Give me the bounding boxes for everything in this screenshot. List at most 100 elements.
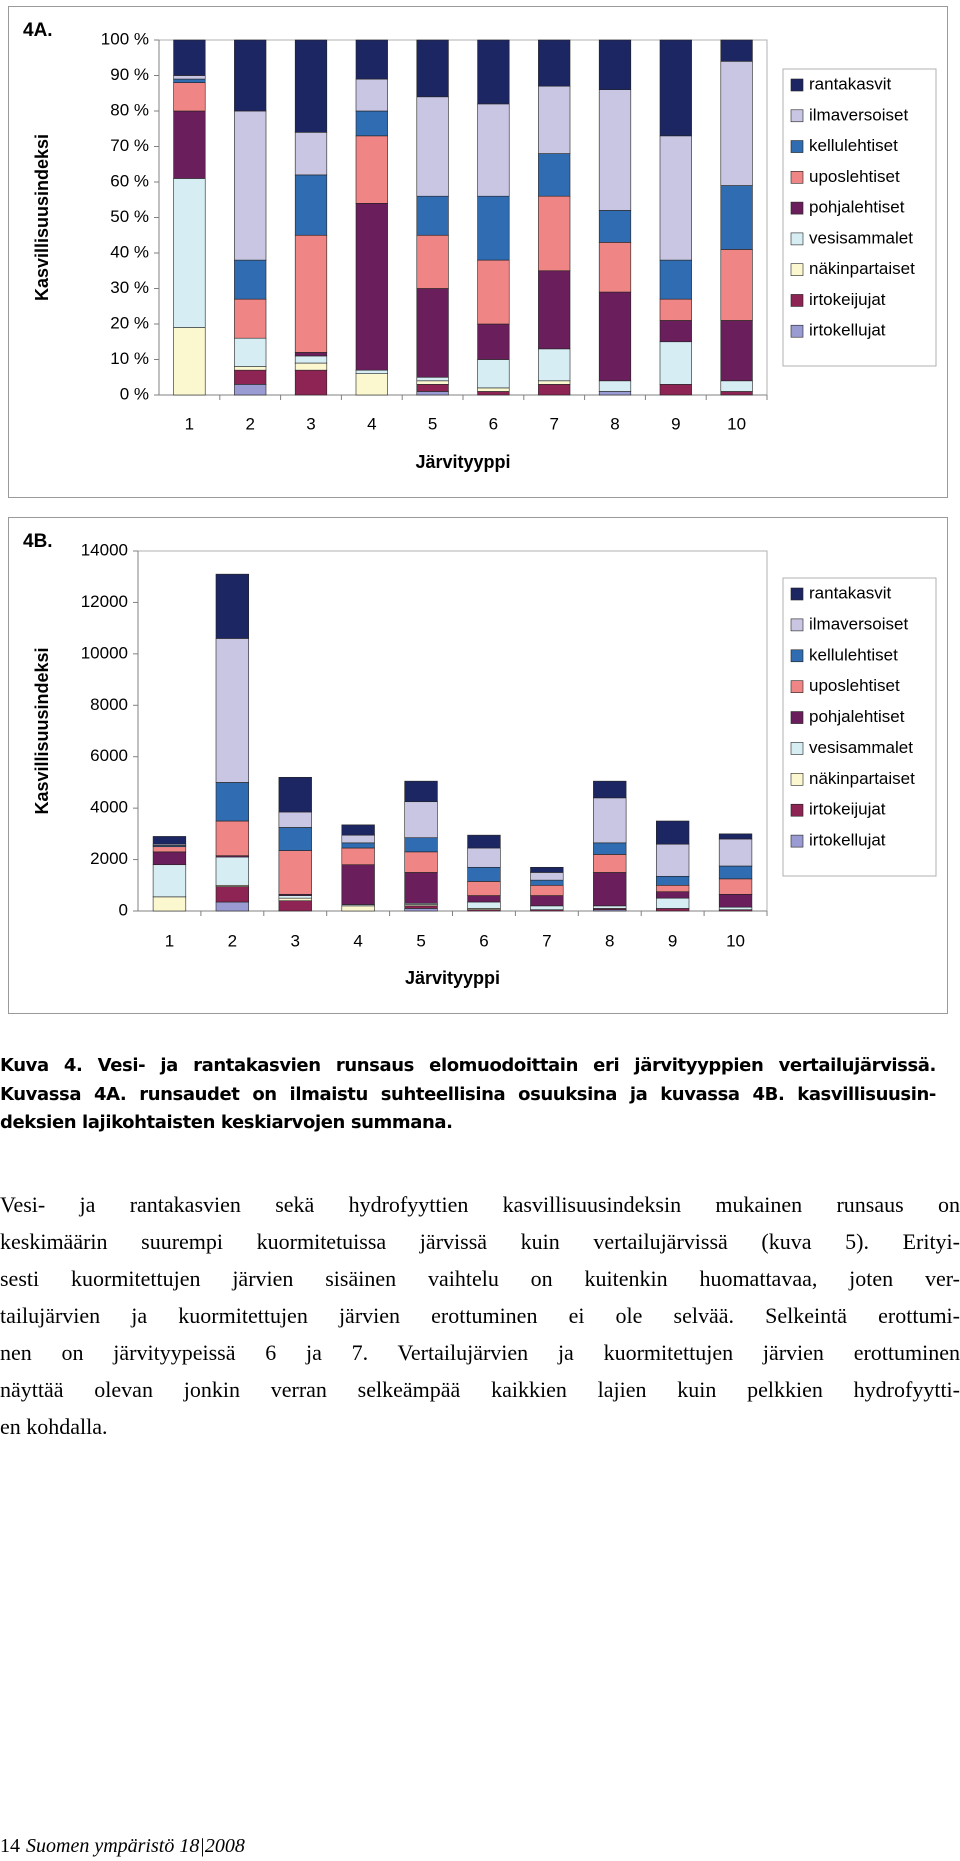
bar-segment — [659, 341, 692, 385]
legend-swatch — [790, 649, 804, 663]
bar-segment — [538, 153, 571, 197]
chart-a: 4A. 0 % 10 % 20 % 30 % 40 % 50 % 60 % 70 % 80 % 90… — [8, 6, 948, 498]
y-tick-label: 8000 — [90, 695, 128, 714]
bar-segment — [234, 337, 267, 367]
x-tick-label: 1 — [165, 931, 174, 950]
bar-segment — [278, 776, 312, 813]
bar-segment — [404, 837, 438, 853]
bar-segment — [416, 380, 449, 385]
bar-segment — [530, 872, 564, 881]
bar-segment — [416, 391, 449, 396]
bar-segment — [173, 39, 206, 76]
bar-segment — [655, 891, 690, 899]
bar-segment — [593, 854, 627, 873]
bar-segment — [477, 323, 510, 360]
bar-segment — [152, 836, 187, 845]
legend-label: irtokellujat — [809, 831, 886, 850]
bar-segment — [718, 838, 753, 867]
legend-swatch — [790, 324, 804, 338]
bar-segment — [655, 875, 690, 886]
bar-segment — [530, 884, 564, 896]
legend-label: irtokellujat — [809, 321, 886, 340]
bar-segment — [598, 89, 632, 211]
bar-segment — [234, 384, 267, 396]
legend-label: ilmaversoiset — [809, 614, 908, 633]
bar-segment — [278, 900, 312, 912]
x-tick-label: 8 — [610, 414, 619, 433]
bar-segment — [278, 850, 312, 895]
legend-swatch — [790, 834, 804, 848]
x-tick-label: 6 — [489, 414, 498, 433]
y-tick-label: 30 % — [110, 278, 149, 297]
bar-segment — [477, 259, 510, 325]
bar-segment — [659, 39, 692, 137]
bar-segment — [659, 259, 692, 300]
bar-segment — [477, 39, 510, 105]
y-tick-label: 50 % — [110, 207, 149, 226]
legend-swatch — [790, 140, 804, 153]
y-tick-label: 80 % — [110, 100, 149, 119]
bar-segment — [152, 864, 187, 898]
y-tick-label: 90 % — [110, 65, 149, 84]
bar-segment — [404, 801, 438, 839]
legend-swatch — [790, 78, 804, 92]
legend-swatch — [790, 803, 804, 817]
bar-segment — [355, 39, 388, 80]
bar-segment — [294, 174, 328, 236]
y-tick-label: 20 % — [110, 313, 149, 332]
bar-segment — [659, 135, 692, 261]
bar-segment — [720, 60, 753, 186]
bar-segment — [355, 369, 388, 374]
bar-segment — [416, 376, 449, 382]
bar-segment — [720, 391, 753, 396]
legend-label: rantakasvit — [809, 74, 891, 93]
x-tick-label: 4 — [367, 414, 376, 433]
bar-segment — [294, 39, 328, 133]
bar-segment — [720, 380, 753, 392]
legend-swatch — [790, 232, 804, 246]
page-footer: 14 Suomen ympäristö 18|2008 — [0, 1834, 245, 1858]
bar-segment — [341, 905, 375, 912]
x-tick-label: 5 — [416, 931, 425, 950]
x-axis-title: Järvityyppi — [405, 968, 500, 988]
bar-segment — [152, 851, 187, 866]
y-tick-label: 0 — [119, 900, 128, 919]
bar-segment — [718, 878, 753, 895]
bar-segment — [538, 380, 571, 385]
bar-segment — [467, 834, 501, 849]
bar-segment — [659, 384, 692, 396]
bar-segment — [530, 866, 564, 873]
legend-label: irtokeijujat — [809, 290, 886, 309]
x-tick-label: 4 — [353, 931, 362, 950]
bar-segment — [341, 864, 375, 905]
bar-segment — [215, 901, 250, 912]
bar-segment — [416, 195, 449, 236]
legend-swatch — [790, 294, 804, 307]
y-tick-label: 10000 — [81, 643, 128, 662]
bar-segment — [215, 820, 250, 857]
bar-segment — [538, 384, 571, 396]
legend-swatch — [790, 711, 804, 724]
bar-segment — [173, 82, 206, 112]
bar-segment — [416, 39, 449, 98]
bar-segment — [655, 884, 690, 893]
x-tick-label: 7 — [549, 414, 558, 433]
legend-label: vesisammalet — [809, 228, 913, 247]
bar-segment — [598, 291, 632, 382]
bar-segment — [404, 905, 438, 909]
x-tick-label: 3 — [306, 414, 315, 433]
legend-label: uposlehtiset — [809, 676, 900, 695]
bar-segment — [215, 573, 250, 639]
y-tick-label: 6000 — [90, 746, 128, 765]
legend-label: näkinpartaiset — [809, 259, 915, 278]
bar-segment — [278, 895, 312, 899]
legend-label: pohjalehtiset — [809, 707, 905, 726]
body-text: Vesi- ja rantakasvien sekä hydrofyyttien… — [0, 1186, 960, 1445]
bar-segment — [278, 897, 312, 902]
paragraph-line: en kohdalla. — [0, 1414, 108, 1439]
bar-segment — [659, 320, 692, 343]
bar-segment — [215, 638, 250, 783]
bar-segment — [598, 380, 632, 392]
y-tick-label: 10 % — [110, 349, 149, 368]
legend-swatch — [790, 171, 804, 184]
